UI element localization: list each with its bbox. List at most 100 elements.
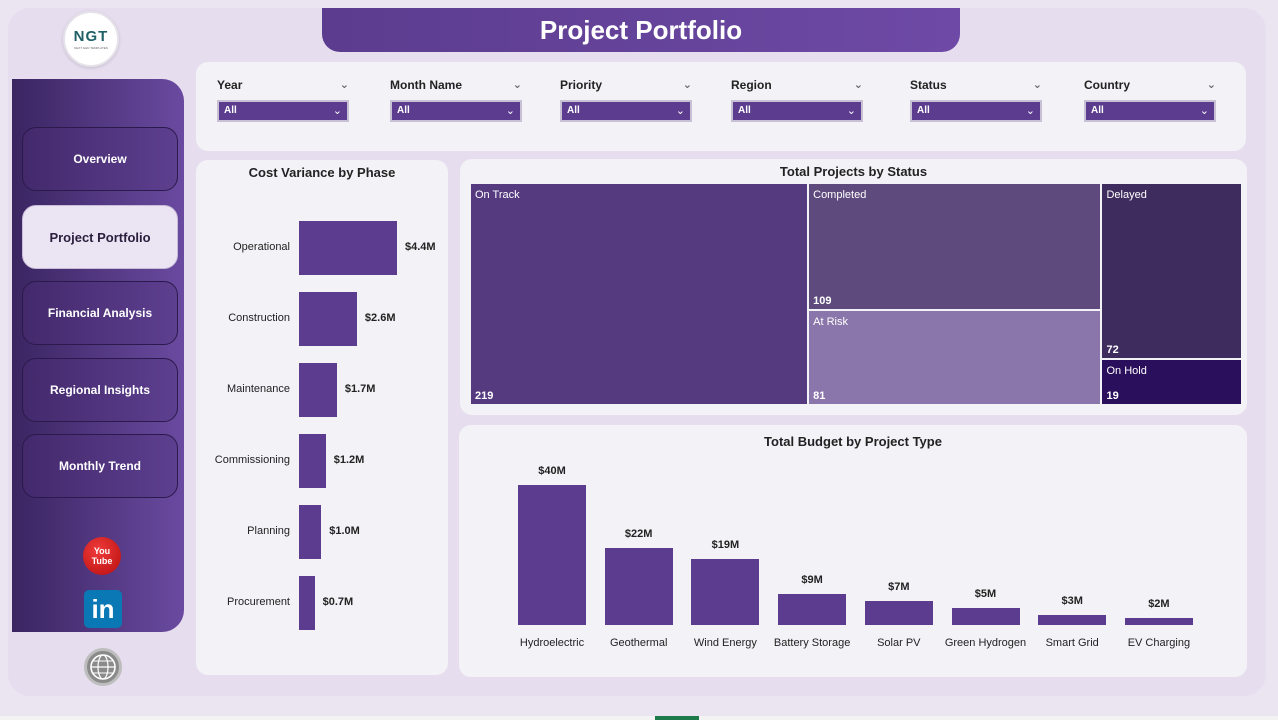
budget-value-label: $19M [711,538,740,551]
status-tile-label: Delayed [1106,189,1147,201]
status-tile: At Risk 81 [808,310,1102,405]
nav-overview-button[interactable]: Overview [22,127,178,191]
year-dropdown-value: All [224,105,237,116]
chevron-down-icon: ⌄ [846,105,856,117]
cost-variance-bar [299,292,357,346]
budget-value-label: $5M [974,587,997,600]
nav-project-portfolio-button[interactable]: Project Portfolio [22,205,178,269]
cost-variance-title: Cost Variance by Phase [248,165,396,180]
globe-icon[interactable] [84,648,122,686]
cost-variance-value: $0.7M [322,596,354,608]
nav-regional-insights-button[interactable]: Regional Insights [22,358,178,422]
budget-value-label: $2M [1148,598,1170,610]
filter-month-label: Month Name [390,78,462,92]
budget-category-label: Geothermal [609,637,668,649]
budget-type-panel: Total Budget by Project Type $40M Hydroel… [459,425,1247,677]
cost-variance-panel: Cost Variance by Phase Operational $4.4M C… [196,160,448,675]
budget-category-label: EV Charging [1127,637,1191,649]
cost-variance-label: Maintenance [227,383,290,395]
cost-variance-bar [299,505,322,559]
budget-bar [778,593,847,625]
projects-status-title: Total Projects by Status [779,164,928,179]
chevron-down-icon[interactable]: ⌄ [339,79,349,91]
sidebar: Overview Project Portfolio Financial Ana… [12,79,184,632]
budget-value-label: $22M [624,528,653,540]
sheet-tab-strip [0,716,1278,720]
filter-country-label-row: Country ⌄ [1084,76,1216,94]
status-tile-label: At Risk [813,316,848,329]
chevron-down-icon[interactable]: ⌄ [853,79,863,91]
status-tile: Completed 109 [808,183,1102,311]
filter-priority-label: Priority [560,78,603,92]
linkedin-icon[interactable]: in [84,590,122,628]
budget-bar [691,558,760,625]
chevron-down-icon: ⌄ [332,105,342,117]
logo-text: NGT [73,28,109,45]
logo-subtext: NEXT GEN TEMPLATES [74,46,108,50]
cost-variance-bar [299,363,337,417]
filter-month-name: Month Name ⌄ All ⌄ [390,76,522,122]
budget-value-label: $40M [538,465,566,477]
country-dropdown[interactable]: All ⌄ [1084,100,1216,122]
chevron-down-icon[interactable]: ⌄ [682,79,692,91]
youtube-icon[interactable]: You Tube [83,537,121,575]
filter-region-label: Region [731,78,772,92]
filter-priority: Priority ⌄ All ⌄ [560,76,692,122]
page-title: Project Portfolio [539,14,743,45]
priority-dropdown[interactable]: All ⌄ [560,100,692,122]
filter-year-label-row: Year ⌄ [217,76,349,94]
budget-bar [864,600,933,625]
budget-category-label: Smart Grid [1045,637,1099,649]
page-title-bar: Project Portfolio [322,8,960,52]
budget-bar [518,485,586,625]
youtube-text-bottom: Tube [91,556,113,566]
budget-bar [1124,618,1193,625]
cost-variance-bar [299,221,397,275]
cost-variance-label: Planning [247,525,290,537]
cost-variance-bar [299,576,315,630]
filter-region-label-row: Region ⌄ [731,76,863,94]
cost-variance-label: Commissioning [214,454,290,466]
month-dropdown[interactable]: All ⌄ [390,100,522,122]
budget-value-label: $9M [801,573,823,586]
chevron-down-icon: ⌄ [1199,105,1209,117]
budget-value-label: $7M [888,580,910,593]
year-dropdown[interactable]: All ⌄ [217,100,349,122]
budget-category-label: Green Hydrogen [944,637,1027,649]
nav-monthly-trend-button[interactable]: Monthly Trend [22,434,178,498]
status-dropdown[interactable]: All ⌄ [910,100,1042,122]
filter-country: Country ⌄ All ⌄ [1084,76,1216,122]
budget-category-label: Hydroelectric [519,637,585,649]
status-tile-label: On Hold [1106,364,1147,377]
cost-variance-value: $2.6M [364,312,396,324]
ngt-logo: NGT NEXT GEN TEMPLATES [63,11,119,67]
region-dropdown[interactable]: All ⌄ [731,100,863,122]
filter-status-label-row: Status ⌄ [910,76,1042,94]
globe-glyph [90,654,116,680]
budget-category-label: Wind Energy [693,637,757,649]
filter-country-label: Country [1084,78,1130,92]
linkedin-text: in [91,593,115,624]
filter-priority-label-row: Priority ⌄ [560,76,692,94]
budget-bar [604,548,673,625]
status-tile-value: 109 [813,295,832,308]
status-tile: Delayed 72 [1101,183,1242,359]
month-dropdown-value: All [397,105,410,116]
chevron-down-icon[interactable]: ⌄ [1032,79,1042,91]
filter-year-label: Year [217,78,243,92]
chevron-down-icon[interactable]: ⌄ [512,79,522,91]
status-tile-label: Completed [813,189,867,201]
nav-financial-analysis-button[interactable]: Financial Analysis [22,281,178,345]
cost-variance-value: $1.7M [344,383,376,395]
region-dropdown-value: All [738,105,751,116]
status-tile: On Hold 19 [1101,358,1242,405]
filter-year: Year ⌄ All ⌄ [217,76,349,122]
status-tile-label: On Track [475,189,520,201]
projects-status-panel: Total Projects by Status On Track 219 Comp… [460,159,1247,415]
active-sheet-tab[interactable] [655,716,699,720]
chevron-down-icon[interactable]: ⌄ [1206,79,1216,91]
budget-value-label: $3M [1061,594,1083,607]
budget-category-label: Battery Storage [773,637,851,649]
status-dropdown-value: All [917,105,930,116]
filter-region: Region ⌄ All ⌄ [731,76,863,122]
